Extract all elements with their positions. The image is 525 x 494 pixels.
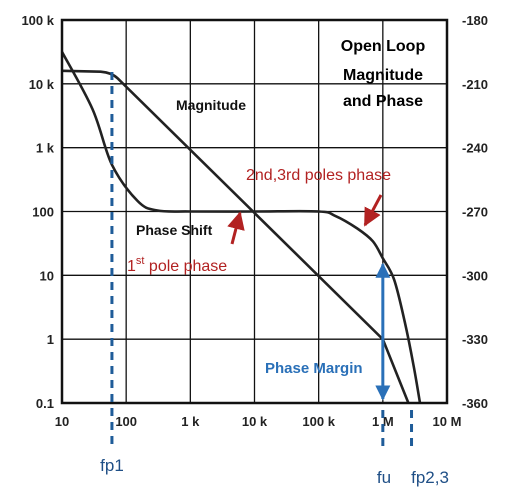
- x-tick-labels: 10 100 1 k 10 k 100 k 1 M 10 M: [55, 414, 462, 429]
- y2-tick-label-1: -210: [462, 77, 488, 92]
- x-tick-label-1: 100: [115, 414, 137, 429]
- chart-title-line-3: and Phase: [343, 93, 423, 110]
- x-tick-label-2: 1 k: [181, 414, 200, 429]
- y2-tick-label-6: -360: [462, 396, 488, 411]
- y2-tick-label-3: -270: [462, 205, 488, 220]
- y-tick-label-2: 1 k: [36, 141, 55, 156]
- first-pole-label: 1st pole phase: [127, 255, 227, 275]
- first-pole-arrow: [227, 211, 245, 245]
- phase-margin-label: Phase Margin: [265, 360, 363, 377]
- fp23-label: fp2,3: [411, 468, 449, 487]
- y-tick-label-6: 0.1: [36, 396, 54, 411]
- y-tick-label-0: 100 k: [21, 13, 54, 28]
- first-pole-base: 1: [127, 258, 136, 275]
- chart-title-line-2: Magnitude: [343, 67, 423, 84]
- phase-shift-curve: [60, 51, 422, 404]
- magnitude-label: Magnitude: [176, 97, 246, 113]
- y2-tick-labels: -180 -210 -240 -270 -300 -330 -360: [462, 13, 488, 411]
- y2-tick-label-2: -240: [462, 141, 488, 156]
- poles-23-label: 2nd,3rd poles phase: [246, 167, 391, 184]
- y-tick-label-1: 10 k: [29, 77, 55, 92]
- y-tick-label-4: 10: [40, 268, 54, 283]
- fp1-label: fp1: [100, 456, 124, 475]
- x-tick-label-6: 10 M: [433, 414, 462, 429]
- poles-23-arrow: [363, 194, 383, 227]
- y-tick-label-3: 100: [32, 205, 54, 220]
- plot-frame: [60, 18, 449, 405]
- phase-shift-label: Phase Shift: [136, 222, 213, 238]
- x-tick-label-5: 1 M: [372, 414, 394, 429]
- x-tick-label-3: 10 k: [242, 414, 268, 429]
- chart-title-line-1: Open Loop: [341, 38, 426, 55]
- x-tick-label-0: 10: [55, 414, 69, 429]
- fu-label: fu: [377, 468, 391, 487]
- x-tick-label-4: 100 k: [302, 414, 335, 429]
- first-pole-sup: st: [136, 255, 145, 267]
- y-tick-labels: 100 k 10 k 1 k 100 10 1 0.1: [21, 13, 54, 411]
- y-tick-label-5: 1: [47, 332, 54, 347]
- y2-tick-label-4: -300: [462, 268, 488, 283]
- first-pole-rest: pole phase: [144, 258, 227, 275]
- y2-tick-label-0: -180: [462, 13, 488, 28]
- y2-tick-label-5: -330: [462, 332, 488, 347]
